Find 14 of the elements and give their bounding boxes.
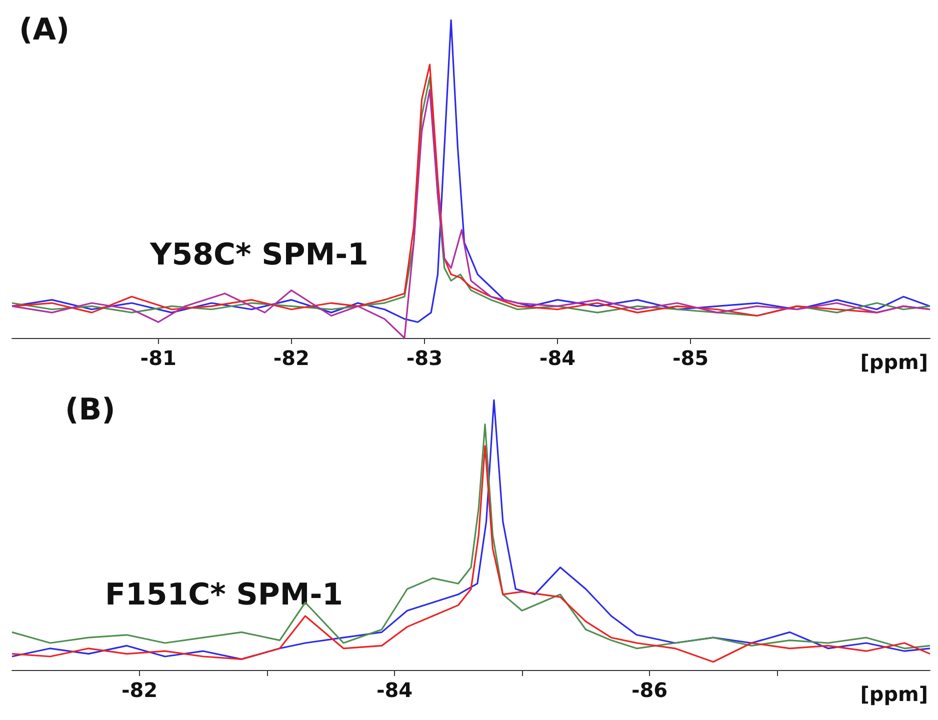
x-tick-label: -81 (140, 346, 176, 370)
x-tick-label: -85 (672, 346, 709, 370)
x-tick-label: -82 (121, 678, 158, 702)
x-axis-title: [ppm] (860, 350, 928, 374)
chart-title: (B) (65, 392, 116, 428)
annotation: F151C* SPM-1 (105, 578, 344, 612)
x-tick-label: -86 (631, 678, 668, 702)
x-tick-label: -84 (376, 678, 413, 702)
annotation: Y58C* SPM-1 (149, 238, 368, 272)
x-tick-label: -84 (539, 346, 576, 370)
x-axis-title: [ppm] (860, 682, 928, 706)
x-tick-label: -82 (273, 346, 310, 370)
x-tick-label: -83 (406, 346, 443, 370)
chart-title: (A) (19, 12, 70, 48)
